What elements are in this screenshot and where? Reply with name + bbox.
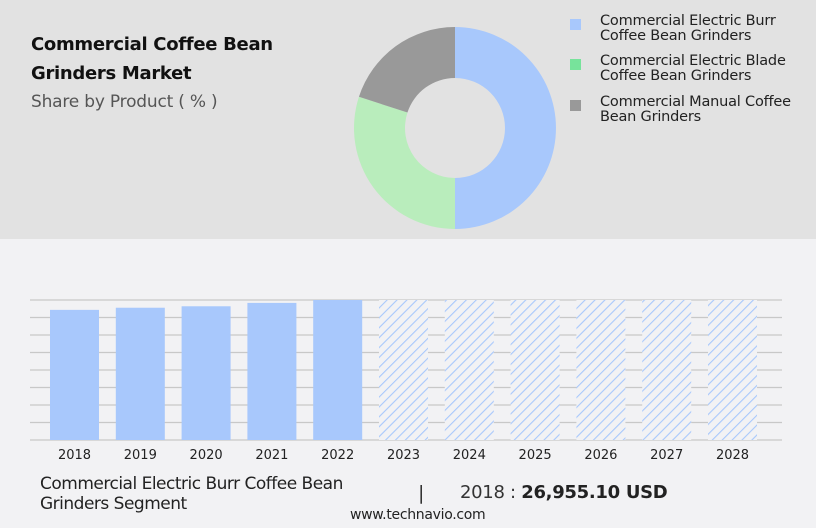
x-tick-label: 2026 — [584, 448, 617, 463]
x-tick-label: 2019 — [124, 448, 157, 463]
segment-value: 2018 : 26,955.10 USD — [460, 482, 668, 503]
legend-swatch-manual — [570, 100, 581, 111]
bar-2018 — [50, 309, 99, 440]
source-url: www.technavio.com — [350, 507, 486, 523]
forecast-bar-2026 — [576, 300, 626, 440]
x-tick-label: 2028 — [716, 448, 749, 463]
x-tick-label: 2021 — [255, 448, 288, 463]
donut-slice-burr — [455, 27, 556, 229]
forecast-bar-2028 — [708, 300, 757, 440]
chart-subtitle: Share by Product ( % ) — [31, 92, 218, 112]
x-tick-label: 2027 — [650, 448, 683, 463]
x-tick-label: 2025 — [519, 448, 552, 463]
separator: | — [418, 482, 425, 504]
forecast-bar-2027 — [642, 300, 692, 440]
donut-chart — [354, 27, 556, 230]
forecast-bar-2024 — [444, 300, 494, 440]
donut-slice-blade — [354, 96, 455, 230]
bar-2019 — [115, 307, 165, 440]
x-tick-label: 2023 — [387, 448, 420, 463]
legend-label: Commercial Electric Blade Coffee Bean Gr… — [600, 53, 786, 84]
legend-label: Commercial Manual Coffee Bean Grinders — [600, 94, 791, 125]
x-tick-label: 2022 — [321, 448, 354, 463]
forecast-bar-2023 — [379, 300, 428, 440]
segment-label: Commercial Electric Burr Coffee Bean Gri… — [40, 474, 343, 514]
bar-chart: 2018 2019 2020 2021 2022 2023 2024 2025 2026 2027… — [30, 299, 782, 463]
x-tick-label: 2024 — [453, 448, 486, 463]
value-year: 2018 : — [460, 482, 516, 503]
donut-slice-manual — [358, 27, 455, 113]
value-amount: 26,955.10 USD — [521, 482, 668, 503]
chart-title: Commercial Coffee Bean Grinders Market — [31, 34, 273, 84]
legend-label: Commercial Electric Burr Coffee Bean Gri… — [600, 13, 776, 44]
legend-swatch-blade — [570, 59, 581, 70]
bar-2020 — [181, 306, 231, 440]
bar-2021 — [247, 302, 297, 440]
legend-swatch-burr — [570, 19, 581, 30]
bar-2022 — [313, 300, 363, 440]
x-tick-label: 2018 — [58, 448, 91, 463]
forecast-bar-2025 — [510, 300, 560, 440]
x-tick-label: 2020 — [190, 448, 223, 463]
